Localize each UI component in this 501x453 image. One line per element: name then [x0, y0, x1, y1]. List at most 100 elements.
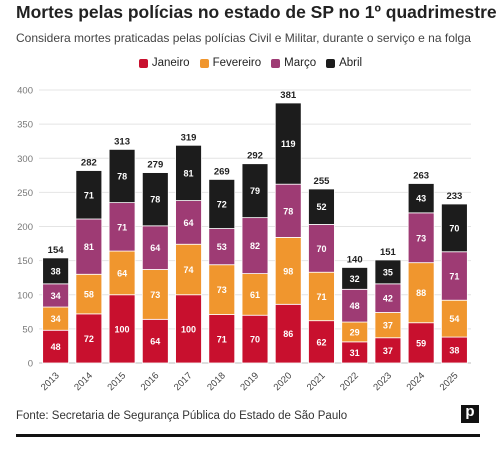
- data-label: 34: [51, 291, 61, 301]
- data-label: 72: [217, 199, 227, 209]
- chart-title: Mortes pelas polícias no estado de SP no…: [16, 2, 497, 22]
- data-label: 38: [51, 266, 61, 276]
- data-label: 61: [250, 290, 260, 300]
- data-label: 32: [350, 274, 360, 284]
- data-label: 70: [449, 223, 459, 233]
- data-label: 82: [250, 241, 260, 251]
- data-label: 58: [84, 290, 94, 300]
- data-label: 34: [51, 314, 61, 324]
- data-label: 71: [84, 190, 94, 200]
- x-tick-label: 2014: [72, 370, 95, 393]
- data-label: 53: [217, 242, 227, 252]
- data-label: 29: [350, 327, 360, 337]
- legend-label-janeiro: Janeiro: [151, 57, 190, 69]
- bar-segment: [141, 269, 169, 320]
- legend-swatch-marco: [271, 58, 281, 68]
- legend-label-abril: Abril: [339, 57, 363, 69]
- bar-segment: [374, 259, 402, 285]
- y-tick-label: 300: [17, 154, 33, 165]
- total-label: 140: [347, 254, 363, 265]
- y-tick-label: 50: [22, 324, 33, 335]
- y-tick-label: 200: [17, 222, 33, 233]
- x-tick-label: 2018: [205, 370, 228, 393]
- total-label: 292: [247, 151, 263, 162]
- bar-segment: [308, 320, 335, 364]
- data-label: 78: [117, 171, 127, 181]
- data-label: 72: [84, 334, 94, 344]
- total-label: 233: [446, 191, 462, 202]
- bar-segment: [241, 163, 269, 219]
- bottom-rule: [16, 434, 480, 437]
- data-label: 74: [184, 265, 194, 275]
- bar-segment: [241, 273, 269, 316]
- publisher-logo: p: [461, 403, 479, 423]
- data-label: 64: [150, 243, 160, 253]
- data-label: 79: [250, 186, 260, 196]
- x-tick-label: 2016: [139, 370, 162, 393]
- legend-item-janeiro: Janeiro: [138, 57, 190, 69]
- data-label: 71: [449, 271, 459, 281]
- data-label: 37: [383, 346, 393, 356]
- bar-segment: [441, 203, 468, 253]
- bar-segment: [42, 257, 69, 285]
- bar-segment: [175, 243, 202, 296]
- data-label: 59: [416, 338, 426, 348]
- x-tick-label: 2020: [272, 370, 295, 393]
- data-label: 48: [51, 342, 61, 352]
- x-tick-label: 2017: [172, 370, 195, 393]
- total-label: 282: [81, 158, 97, 169]
- x-tick-label: 2024: [405, 370, 428, 393]
- data-label: 98: [283, 266, 293, 276]
- source-note: Fonte: Secretaria de Segurança Pública d…: [16, 410, 348, 422]
- legend-item-fevereiro: Fevereiro: [199, 57, 262, 69]
- data-label: 64: [150, 337, 160, 347]
- legend-item-marco: Março: [271, 57, 316, 69]
- bar-segment: [308, 188, 335, 225]
- data-label: 81: [184, 168, 194, 178]
- total-label: 319: [181, 132, 197, 143]
- bar-segment: [141, 318, 169, 364]
- bar-segment: [407, 322, 435, 364]
- data-label: 70: [316, 244, 326, 254]
- data-label: 48: [350, 301, 360, 311]
- bar-segment: [75, 218, 103, 275]
- y-tick-label: 400: [17, 86, 33, 97]
- bar-segment: [175, 144, 202, 201]
- y-tick-label: 0: [28, 359, 33, 370]
- data-label: 119: [281, 139, 296, 149]
- bar-segment: [274, 303, 302, 364]
- bar-segment: [441, 251, 468, 301]
- legend-label-marco: Março: [284, 57, 317, 69]
- data-label: 62: [316, 337, 326, 347]
- x-tick-label: 2022: [338, 370, 361, 393]
- bar-segment: [407, 262, 435, 324]
- y-tick-label: 150: [17, 256, 33, 267]
- data-label: 73: [416, 233, 426, 243]
- bar-segment: [308, 224, 335, 273]
- data-label: 54: [449, 314, 459, 324]
- data-label: 73: [217, 285, 227, 295]
- x-tick-label: 2025: [438, 370, 461, 393]
- x-tick-label: 2013: [39, 370, 62, 393]
- data-label: 81: [84, 242, 94, 252]
- bar-segment: [407, 183, 435, 214]
- bar-segment: [75, 273, 103, 315]
- total-label: 263: [413, 171, 429, 182]
- legend-swatch-janeiro: [138, 58, 148, 68]
- bar-segment: [274, 102, 302, 185]
- data-label: 43: [416, 194, 426, 204]
- total-label: 279: [147, 160, 163, 171]
- y-tick-label: 100: [17, 290, 33, 301]
- legend-label-fevereiro: Fevereiro: [212, 57, 262, 69]
- bar-segment: [175, 200, 202, 245]
- bar-segment: [441, 336, 468, 364]
- bar-segment: [208, 179, 236, 229]
- total-label: 151: [380, 247, 397, 258]
- bar-segment: [75, 170, 103, 220]
- bar-segment: [208, 264, 236, 315]
- bar-segment: [108, 148, 136, 204]
- data-label: 31: [350, 348, 360, 358]
- legend-swatch-fevereiro: [199, 58, 209, 68]
- bar-segment: [341, 267, 369, 290]
- total-label: 313: [114, 136, 130, 147]
